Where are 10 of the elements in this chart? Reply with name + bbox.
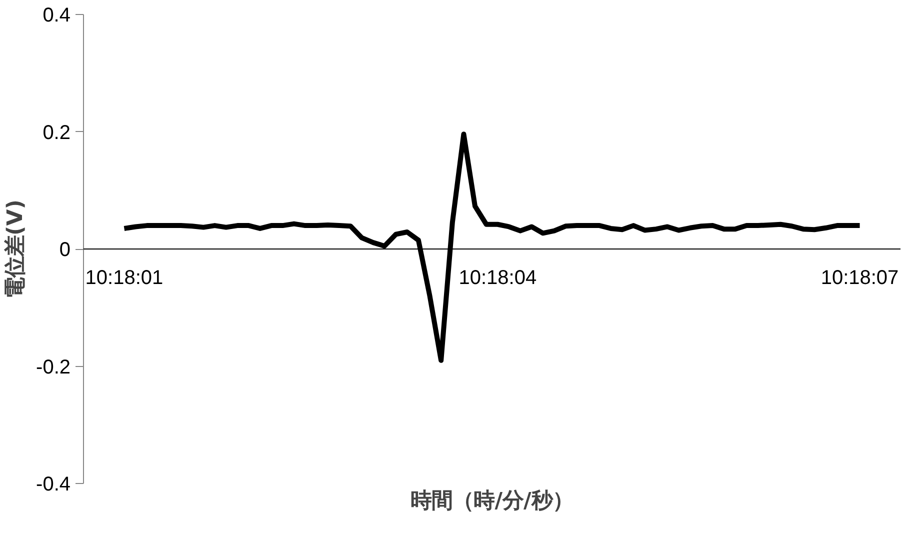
- y-tick-label: -0.2: [36, 356, 71, 378]
- y-tick-label: 0.2: [42, 122, 71, 144]
- x-tick-label: 10:18:04: [458, 267, 537, 289]
- x-axis-title: 時間（時/分/秒）: [410, 488, 574, 514]
- y-axis-title: 電位差(V): [3, 199, 28, 298]
- y-tick-label: 0: [59, 239, 70, 261]
- x-tick-label: 10:18:07: [820, 267, 899, 289]
- y-tick-label: 0.4: [42, 4, 71, 26]
- x-tick-label: 10:18:01: [85, 267, 164, 289]
- y-tick-label: -0.4: [36, 474, 71, 496]
